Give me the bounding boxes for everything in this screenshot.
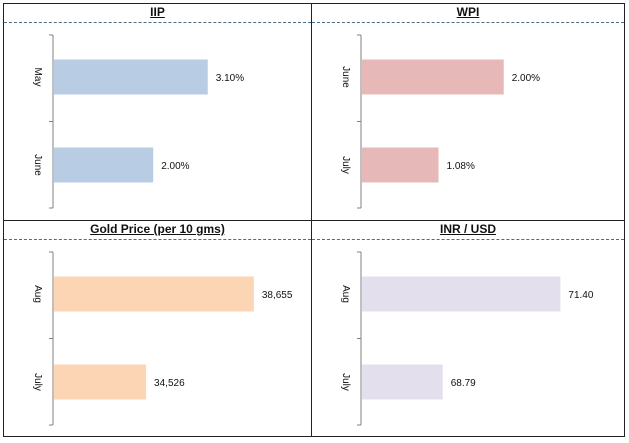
data-label: 3.10%: [216, 73, 244, 84]
bar: [362, 276, 561, 312]
title-divider: [312, 22, 624, 23]
bar: [54, 276, 254, 312]
bar: [362, 364, 443, 400]
title-divider: [4, 22, 311, 23]
title-divider: [4, 239, 311, 240]
wpi-chart: 2.00% June 1.08% July: [340, 34, 540, 209]
category-label: July: [340, 156, 351, 174]
iip-panel: IIP 3.10% May 2.00% June: [4, 4, 311, 220]
category-label: June: [32, 154, 43, 176]
inr-usd-panel: INR / USD 71.40 Aug 68.79 July: [312, 221, 624, 436]
category-label: July: [32, 373, 43, 391]
category-label: May: [32, 68, 43, 87]
data-label: 1.08%: [447, 161, 475, 172]
inr-usd-chart: 71.40 Aug 68.79 July: [340, 251, 594, 426]
bar: [362, 147, 439, 183]
category-label: June: [340, 66, 351, 88]
bar: [54, 147, 154, 183]
bar: [362, 59, 504, 95]
chart-title: IIP: [150, 5, 165, 19]
chart-title: Gold Price (per 10 gms): [90, 222, 225, 236]
wpi-panel: WPI 2.00% June 1.08% July: [312, 4, 624, 220]
gold-price-chart: 38,655 Aug 34,526 July: [32, 251, 293, 426]
panel-divider-horizontal: [3, 220, 625, 221]
iip-chart: 3.10% May 2.00% June: [32, 34, 244, 209]
chart-title: INR / USD: [439, 222, 496, 236]
data-label: 71.40: [568, 290, 593, 301]
category-label: July: [340, 373, 351, 391]
bar: [54, 364, 147, 400]
data-label: 2.00%: [161, 161, 189, 172]
chart-title: WPI: [456, 5, 480, 19]
category-label: Aug: [32, 285, 43, 303]
data-label: 34,526: [154, 378, 185, 389]
data-label: 38,655: [262, 290, 293, 301]
title-divider: [312, 239, 624, 240]
bar: [54, 59, 208, 95]
gold-price-panel: Gold Price (per 10 gms) 38,655 Aug 34,526 J…: [4, 221, 311, 436]
data-label: 68.79: [451, 378, 476, 389]
category-label: Aug: [340, 285, 351, 303]
data-label: 2.00%: [512, 73, 540, 84]
